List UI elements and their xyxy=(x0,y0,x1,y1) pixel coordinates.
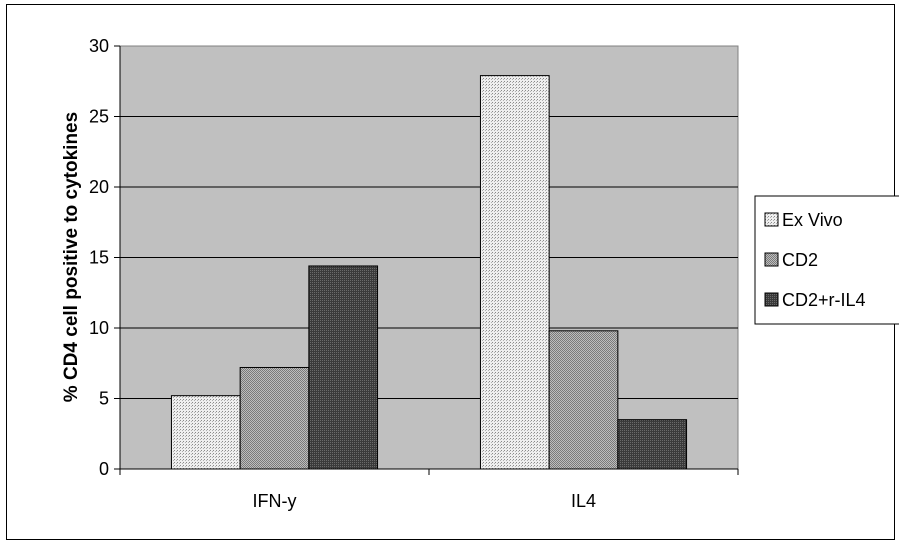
y-tick-label: 25 xyxy=(89,107,109,127)
legend-label-cd2-r-il4: CD2+r-IL4 xyxy=(782,290,866,310)
bars xyxy=(170,75,688,470)
y-tick-label: 5 xyxy=(99,389,109,409)
y-tick-label: 10 xyxy=(89,318,109,338)
bar-cd2-r-il4-ifn-y xyxy=(308,265,379,470)
bar-ex-vivo-ifn-y xyxy=(170,395,241,470)
y-tick-label: 15 xyxy=(89,248,109,268)
x-ticks: IFN-y IL4 xyxy=(119,469,739,511)
bar-ex-vivo-il4 xyxy=(479,75,550,470)
bar-cd2-r-il4-il4 xyxy=(617,419,688,470)
y-ticks: 0 5 10 15 20 25 30 xyxy=(89,36,120,479)
legend-swatch-ex-vivo xyxy=(764,212,779,227)
legend: Ex Vivo CD2 CD2+r-IL4 xyxy=(754,195,899,325)
y-tick-label: 30 xyxy=(89,36,109,56)
legend-label-ex-vivo: Ex Vivo xyxy=(782,210,843,230)
y-tick-label: 0 xyxy=(99,459,109,479)
legend-swatch-cd2 xyxy=(764,252,779,267)
y-axis-title: % CD4 cell positive to cytokines xyxy=(61,112,82,402)
legend-swatch-cd2-r-il4 xyxy=(764,292,779,307)
bar-cd2-ifn-y xyxy=(239,366,310,470)
x-category-label: IL4 xyxy=(571,491,596,511)
legend-label-cd2: CD2 xyxy=(782,250,818,270)
legend-box xyxy=(754,195,899,325)
y-tick-label: 20 xyxy=(89,177,109,197)
x-category-label: IFN-y xyxy=(253,491,297,511)
bar-cd2-il4 xyxy=(548,330,619,470)
